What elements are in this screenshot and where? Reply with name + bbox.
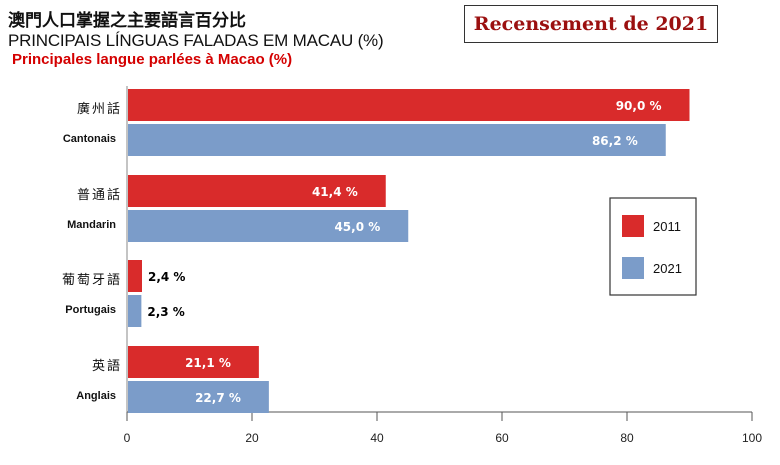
category-label-zh: 葡萄牙語 xyxy=(62,272,122,288)
x-tick-label: 80 xyxy=(620,431,634,445)
category-label-zh: 英語 xyxy=(92,358,122,374)
category-label-zh: 普通話 xyxy=(77,187,122,203)
census-badge: Recensement de 2021 xyxy=(464,5,718,43)
x-tick-label: 20 xyxy=(245,431,259,445)
category-label-fr: Mandarin xyxy=(67,219,116,231)
legend-box xyxy=(609,197,697,296)
category-label-fr: Portugais xyxy=(65,304,116,316)
x-tick-label: 60 xyxy=(495,431,509,445)
bar-2021 xyxy=(128,381,269,413)
x-tick-label: 40 xyxy=(370,431,384,445)
data-label-2011: 41,4 % xyxy=(312,185,358,199)
bar-2011 xyxy=(128,89,690,121)
x-tick-label: 100 xyxy=(742,431,762,445)
chart-subtitle-french: Principales langue parlées à Macao (%) xyxy=(12,51,293,68)
data-label-2021: 2,3 % xyxy=(147,305,184,319)
bar-2021 xyxy=(128,295,142,327)
bar-2021 xyxy=(128,210,409,242)
category-label-zh: 廣州話 xyxy=(77,101,122,117)
data-label-2011: 2,4 % xyxy=(148,270,185,284)
x-tick-label: 0 xyxy=(124,431,131,445)
data-label-2021: 22,7 % xyxy=(195,391,241,405)
bar-2011 xyxy=(128,175,386,207)
category-label-fr: Anglais xyxy=(76,390,116,402)
data-label-2021: 45,0 % xyxy=(334,220,380,234)
bar-2011 xyxy=(128,260,142,292)
legend-label-2021: 2021 xyxy=(653,261,682,276)
bar-2011 xyxy=(128,346,259,378)
category-label-fr: Cantonais xyxy=(63,133,116,145)
legend-swatch-2021 xyxy=(622,257,644,279)
legend-label-2011: 2011 xyxy=(653,219,681,234)
bar-2021 xyxy=(128,124,666,156)
chart-title-chinese: 澳門人口掌握之主要語言百分比 xyxy=(8,11,246,31)
data-label-2021: 86,2 % xyxy=(592,134,638,148)
data-label-2011: 90,0 % xyxy=(616,99,662,113)
chart-title-portuguese: PRINCIPAIS LÍNGUAS FALADAS EM MACAU (%) xyxy=(8,31,384,50)
legend-swatch-2011 xyxy=(622,215,644,237)
data-label-2011: 21,1 % xyxy=(185,356,231,370)
